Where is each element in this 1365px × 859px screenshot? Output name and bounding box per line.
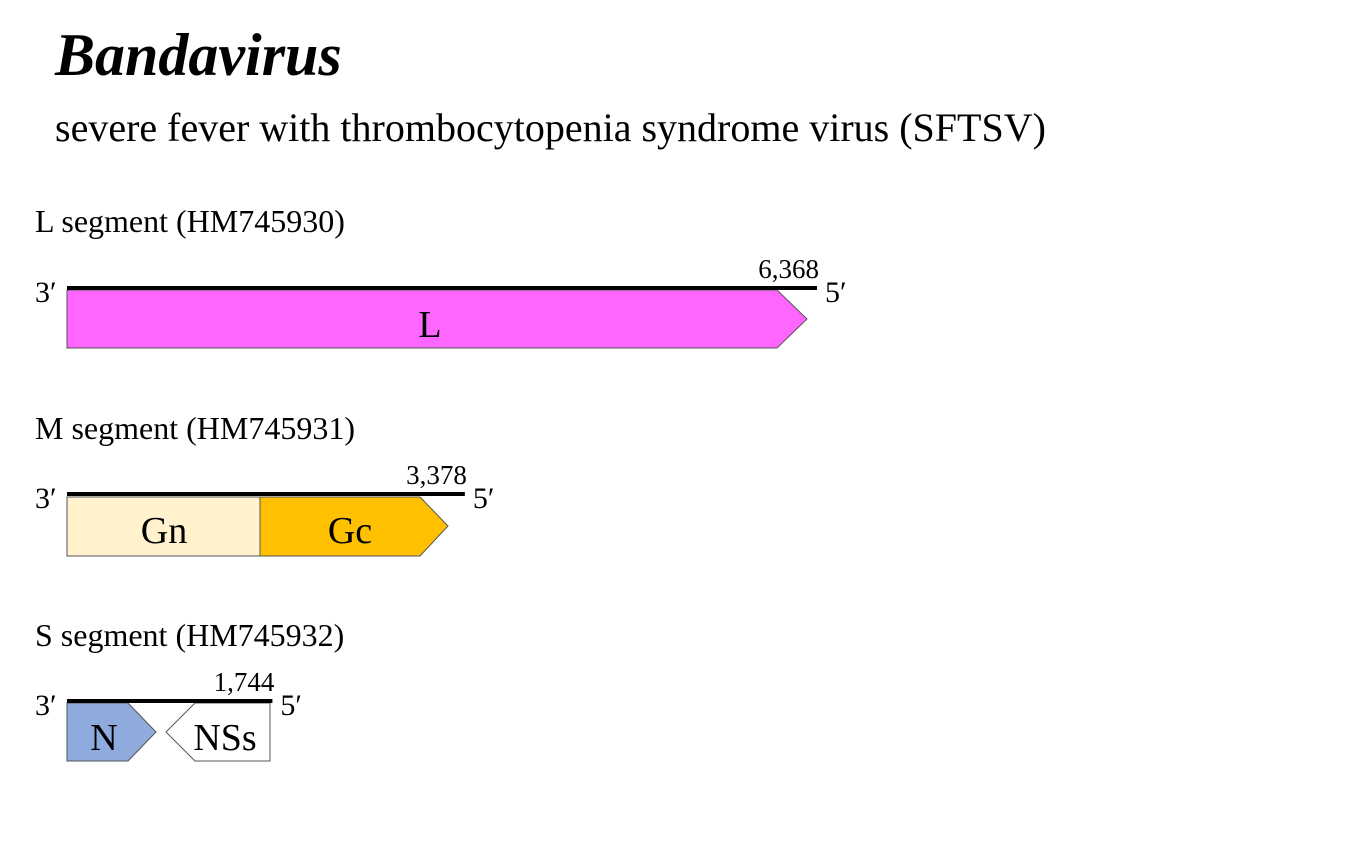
gene-label: Gn [141, 510, 187, 552]
end-label: 5′ [473, 482, 495, 515]
gene-label: NSs [193, 717, 256, 759]
gene-box [259, 496, 449, 557]
segment-label: L segment (HM745930) [35, 203, 345, 239]
end-label: 5′ [825, 276, 847, 309]
gene-label: N [90, 717, 117, 759]
end-label: 3′ [35, 689, 57, 722]
end-label: 5′ [280, 689, 302, 722]
gene-box [66, 496, 261, 557]
end-label: 3′ [35, 276, 57, 309]
length-label: 1,744 [214, 667, 275, 697]
gene-label: Gc [328, 510, 372, 552]
length-label: 3,378 [406, 460, 467, 490]
gene-label: L [418, 304, 441, 346]
length-label: 6,368 [758, 254, 819, 284]
segment-label: S segment (HM745932) [35, 617, 344, 653]
segment-label: M segment (HM745931) [35, 410, 355, 446]
title: Bandavirus [54, 22, 342, 88]
subtitle: severe fever with thrombocytopenia syndr… [55, 105, 1046, 150]
end-label: 3′ [35, 482, 57, 515]
